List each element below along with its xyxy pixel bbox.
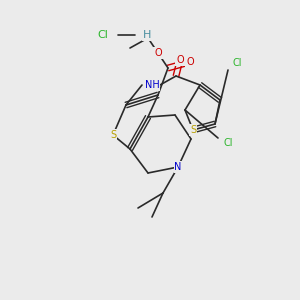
Text: Cl: Cl xyxy=(98,30,108,40)
Text: H: H xyxy=(143,30,151,40)
Text: Cl: Cl xyxy=(223,138,233,148)
Text: NH: NH xyxy=(145,80,159,90)
Text: O: O xyxy=(176,55,184,65)
Text: S: S xyxy=(110,130,116,140)
Text: O: O xyxy=(154,48,162,58)
Text: N: N xyxy=(174,162,182,172)
Text: S: S xyxy=(190,125,196,135)
Text: O: O xyxy=(186,57,194,67)
Text: Cl: Cl xyxy=(232,58,242,68)
